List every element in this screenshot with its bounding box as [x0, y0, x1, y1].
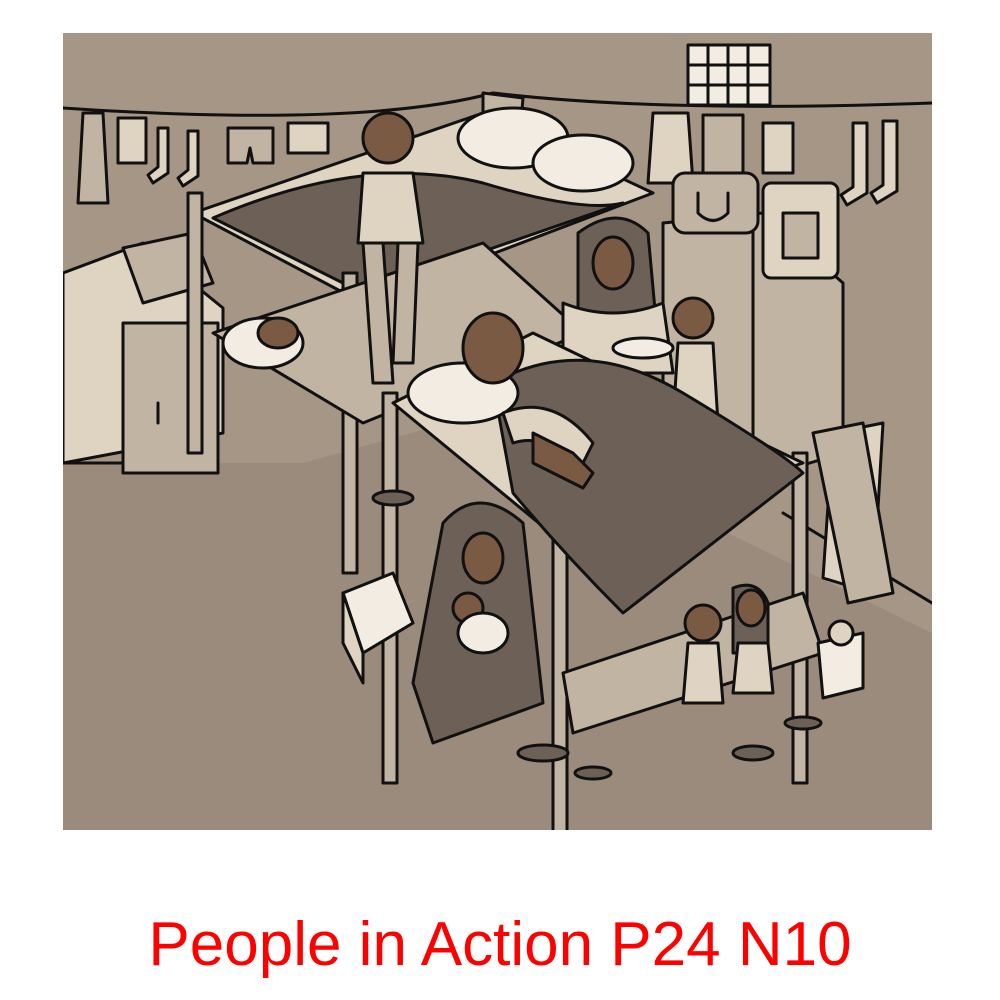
- caption-text: People in Action P24 N10: [148, 910, 852, 979]
- floor-clutter: [371, 489, 823, 781]
- illustration-crowded-room: [63, 33, 932, 830]
- barred-window-icon: [686, 43, 772, 107]
- boy-sitting-figure: [356, 111, 425, 385]
- wastebasket: [816, 619, 865, 700]
- leaning-boards: [811, 421, 895, 605]
- mother-with-baby-figure: [411, 501, 545, 745]
- man-lying-figure: [461, 311, 595, 490]
- children-under-bunk-figures: [681, 583, 775, 705]
- cardboard-box: [341, 571, 415, 685]
- woman-with-bowl-figure: [561, 216, 675, 375]
